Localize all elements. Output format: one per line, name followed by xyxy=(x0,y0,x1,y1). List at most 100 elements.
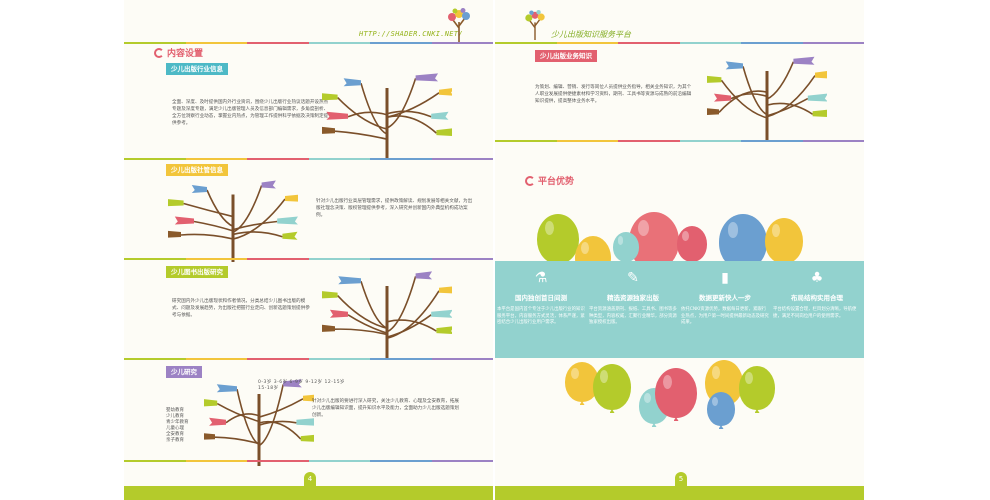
tree-branch xyxy=(183,202,234,218)
divider-stripe xyxy=(124,460,493,462)
tree-branch xyxy=(386,78,417,129)
feature-item: ♣ 布局结构实用合理 平台结构设置合理，栏目划分清晰，导航便捷，满足不同岗位用户… xyxy=(773,269,861,320)
tree-branch xyxy=(720,79,768,119)
flag-leaf xyxy=(300,434,314,442)
flag-leaf xyxy=(216,384,237,393)
flag-leaf xyxy=(277,216,298,225)
flag-leaf xyxy=(812,109,827,117)
tree-branch xyxy=(334,328,388,336)
tree-branch xyxy=(214,436,260,445)
balloon xyxy=(765,218,803,264)
flag-leaf xyxy=(204,399,218,407)
flag-leaf xyxy=(326,111,348,120)
left-page: HTTP://SHADER.CNKI.NET/ 内容设置 少儿出版行业信息 全面… xyxy=(124,0,493,500)
balloon xyxy=(593,364,631,410)
advantage-section-title: 平台优势 xyxy=(525,174,574,187)
tree-branch xyxy=(347,111,388,118)
flag-leaf xyxy=(343,78,361,87)
balloon xyxy=(739,366,775,410)
age-range-books: 0-3岁 3-6岁 6-9岁 9-12岁 12-15岁 15-18岁 xyxy=(258,380,346,391)
flag-leaf xyxy=(174,216,194,225)
flag-leaf xyxy=(261,180,276,189)
tree-branch xyxy=(386,276,417,333)
flag-leaf xyxy=(168,230,181,238)
tree-branch xyxy=(386,319,437,332)
tree-branch xyxy=(216,402,260,423)
tree-branch xyxy=(360,82,388,135)
flag-leaf xyxy=(707,75,722,83)
tree-branch xyxy=(232,231,283,238)
balloon xyxy=(613,232,639,262)
tree-branch xyxy=(193,220,234,232)
tree-branch xyxy=(742,66,768,116)
flag-leaf xyxy=(303,394,314,402)
tree-branch xyxy=(258,420,302,440)
tree-branch xyxy=(386,314,432,338)
block-text-publisher: 针对少儿出版行业高层管理需求，提供政策解读、规划发展等相关文献，为出版社理念决策… xyxy=(316,199,473,218)
flag-leaf xyxy=(436,128,452,136)
tree-branch xyxy=(386,92,440,118)
top-stripe xyxy=(495,42,864,44)
tree-illustration-1 xyxy=(322,73,452,160)
flag-leaf xyxy=(283,379,302,388)
feature-item: ▮ 数据更新快人一步 依托CNKI资源优势，数据每日更新，紧跟行业热点，为用户第… xyxy=(681,270,769,325)
flag-leaf xyxy=(713,93,731,102)
flag-leaf xyxy=(191,185,207,193)
block-text-children: 针对少儿出版的要进行深入研究，关注少儿教育、心理及全安教育，拓展少儿出版编辑知识… xyxy=(312,399,460,418)
tree-branch xyxy=(766,102,814,115)
tag-business-knowledge: 少儿出版业务知识 xyxy=(535,50,597,62)
flag-leaf xyxy=(807,93,827,102)
top-stripe xyxy=(124,42,493,44)
block-text-industry: 全面、深度、及时提供国内外行业资讯，围绕少儿出版行业热议话题开设热点专题及深度专… xyxy=(172,100,329,126)
tree-branch xyxy=(334,130,388,140)
tree-branch xyxy=(766,61,795,100)
flag-leaf xyxy=(431,111,449,120)
feature-item: ✎ 精选资源独家出版 平台资源涵盖期刊、报纸、工具书、图书等多种类型，内容权威，… xyxy=(589,270,677,325)
tree-illustration-3 xyxy=(322,271,452,358)
brand-title: 少儿出版知识服务平台 xyxy=(551,30,631,39)
tree-branch xyxy=(232,198,286,240)
tree-branch xyxy=(347,314,388,334)
flag-leaf xyxy=(415,271,433,280)
tag-children-research: 少儿研究 xyxy=(166,366,202,378)
flag-leaf xyxy=(204,433,215,440)
tree-branch xyxy=(180,233,234,240)
site-url[interactable]: HTTP://SHADER.CNKI.NET/ xyxy=(359,30,463,38)
divider-stripe xyxy=(124,258,493,260)
tree-branch xyxy=(232,220,278,231)
swirl-icon xyxy=(154,47,164,58)
divider-stripe xyxy=(124,158,493,160)
page-number: 5 xyxy=(675,472,687,486)
tree-branch xyxy=(718,90,768,113)
content-section-title: 内容设置 xyxy=(154,46,203,59)
ground-strip xyxy=(124,486,493,500)
topic-list: 婴幼教育 少儿教育 青少年教育 儿童心理 全安教育 亲子教育 xyxy=(166,408,189,443)
tree-branch xyxy=(386,110,432,118)
tree-branch xyxy=(360,280,388,330)
tree-branch xyxy=(386,115,437,134)
right-page: 少儿出版知识服务平台 少儿出版业务知识 为策划、编辑、营销、发行等岗位人员提供业… xyxy=(495,0,864,500)
tree-branch xyxy=(386,290,440,339)
flag-leaf xyxy=(322,291,338,299)
lab-icon: ⚗ xyxy=(534,270,548,286)
flag-leaf xyxy=(322,324,335,332)
flag-leaf xyxy=(439,286,452,294)
flag-leaf xyxy=(322,93,338,101)
flag-leaf xyxy=(431,309,452,318)
document-icon: ✎ xyxy=(627,270,639,286)
flag-leaf xyxy=(415,73,439,82)
tree-branch xyxy=(766,97,809,117)
flag-leaf xyxy=(725,61,743,70)
tag-book-research: 少儿图书出版研究 xyxy=(166,266,228,278)
tree-branch xyxy=(730,93,768,100)
tree-branch xyxy=(232,185,263,233)
tree-branch xyxy=(258,420,297,426)
tree-branch xyxy=(225,413,260,424)
flag-leaf xyxy=(439,88,452,96)
tree-branch xyxy=(337,97,388,130)
block-text-business: 为策划、编辑、营销、发行等岗位人员提供业务指导，相关业务知识，为其个人职业发展提… xyxy=(535,85,692,104)
header-tree-icon xyxy=(448,8,470,42)
flag-leaf xyxy=(168,199,184,207)
tree-illustration-4 xyxy=(204,379,314,466)
flag-leaf xyxy=(793,56,815,65)
